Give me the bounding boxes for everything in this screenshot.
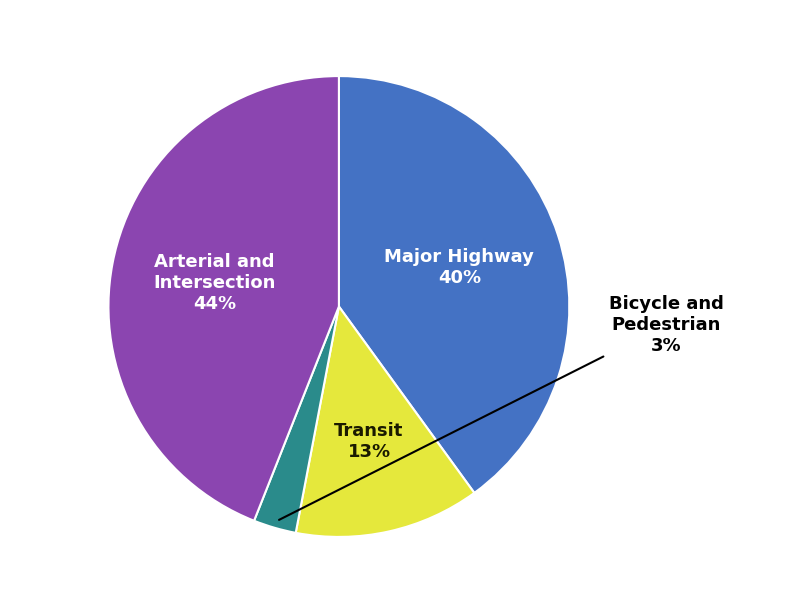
Wedge shape bbox=[254, 306, 339, 533]
Text: Major Highway
40%: Major Highway 40% bbox=[385, 248, 534, 287]
Wedge shape bbox=[296, 306, 474, 537]
Text: Transit
13%: Transit 13% bbox=[335, 422, 404, 461]
Text: Arterial and
Intersection
44%: Arterial and Intersection 44% bbox=[153, 253, 276, 313]
Text: Bicycle and
Pedestrian
3%: Bicycle and Pedestrian 3% bbox=[279, 295, 723, 520]
Wedge shape bbox=[109, 76, 339, 521]
Wedge shape bbox=[339, 76, 569, 493]
